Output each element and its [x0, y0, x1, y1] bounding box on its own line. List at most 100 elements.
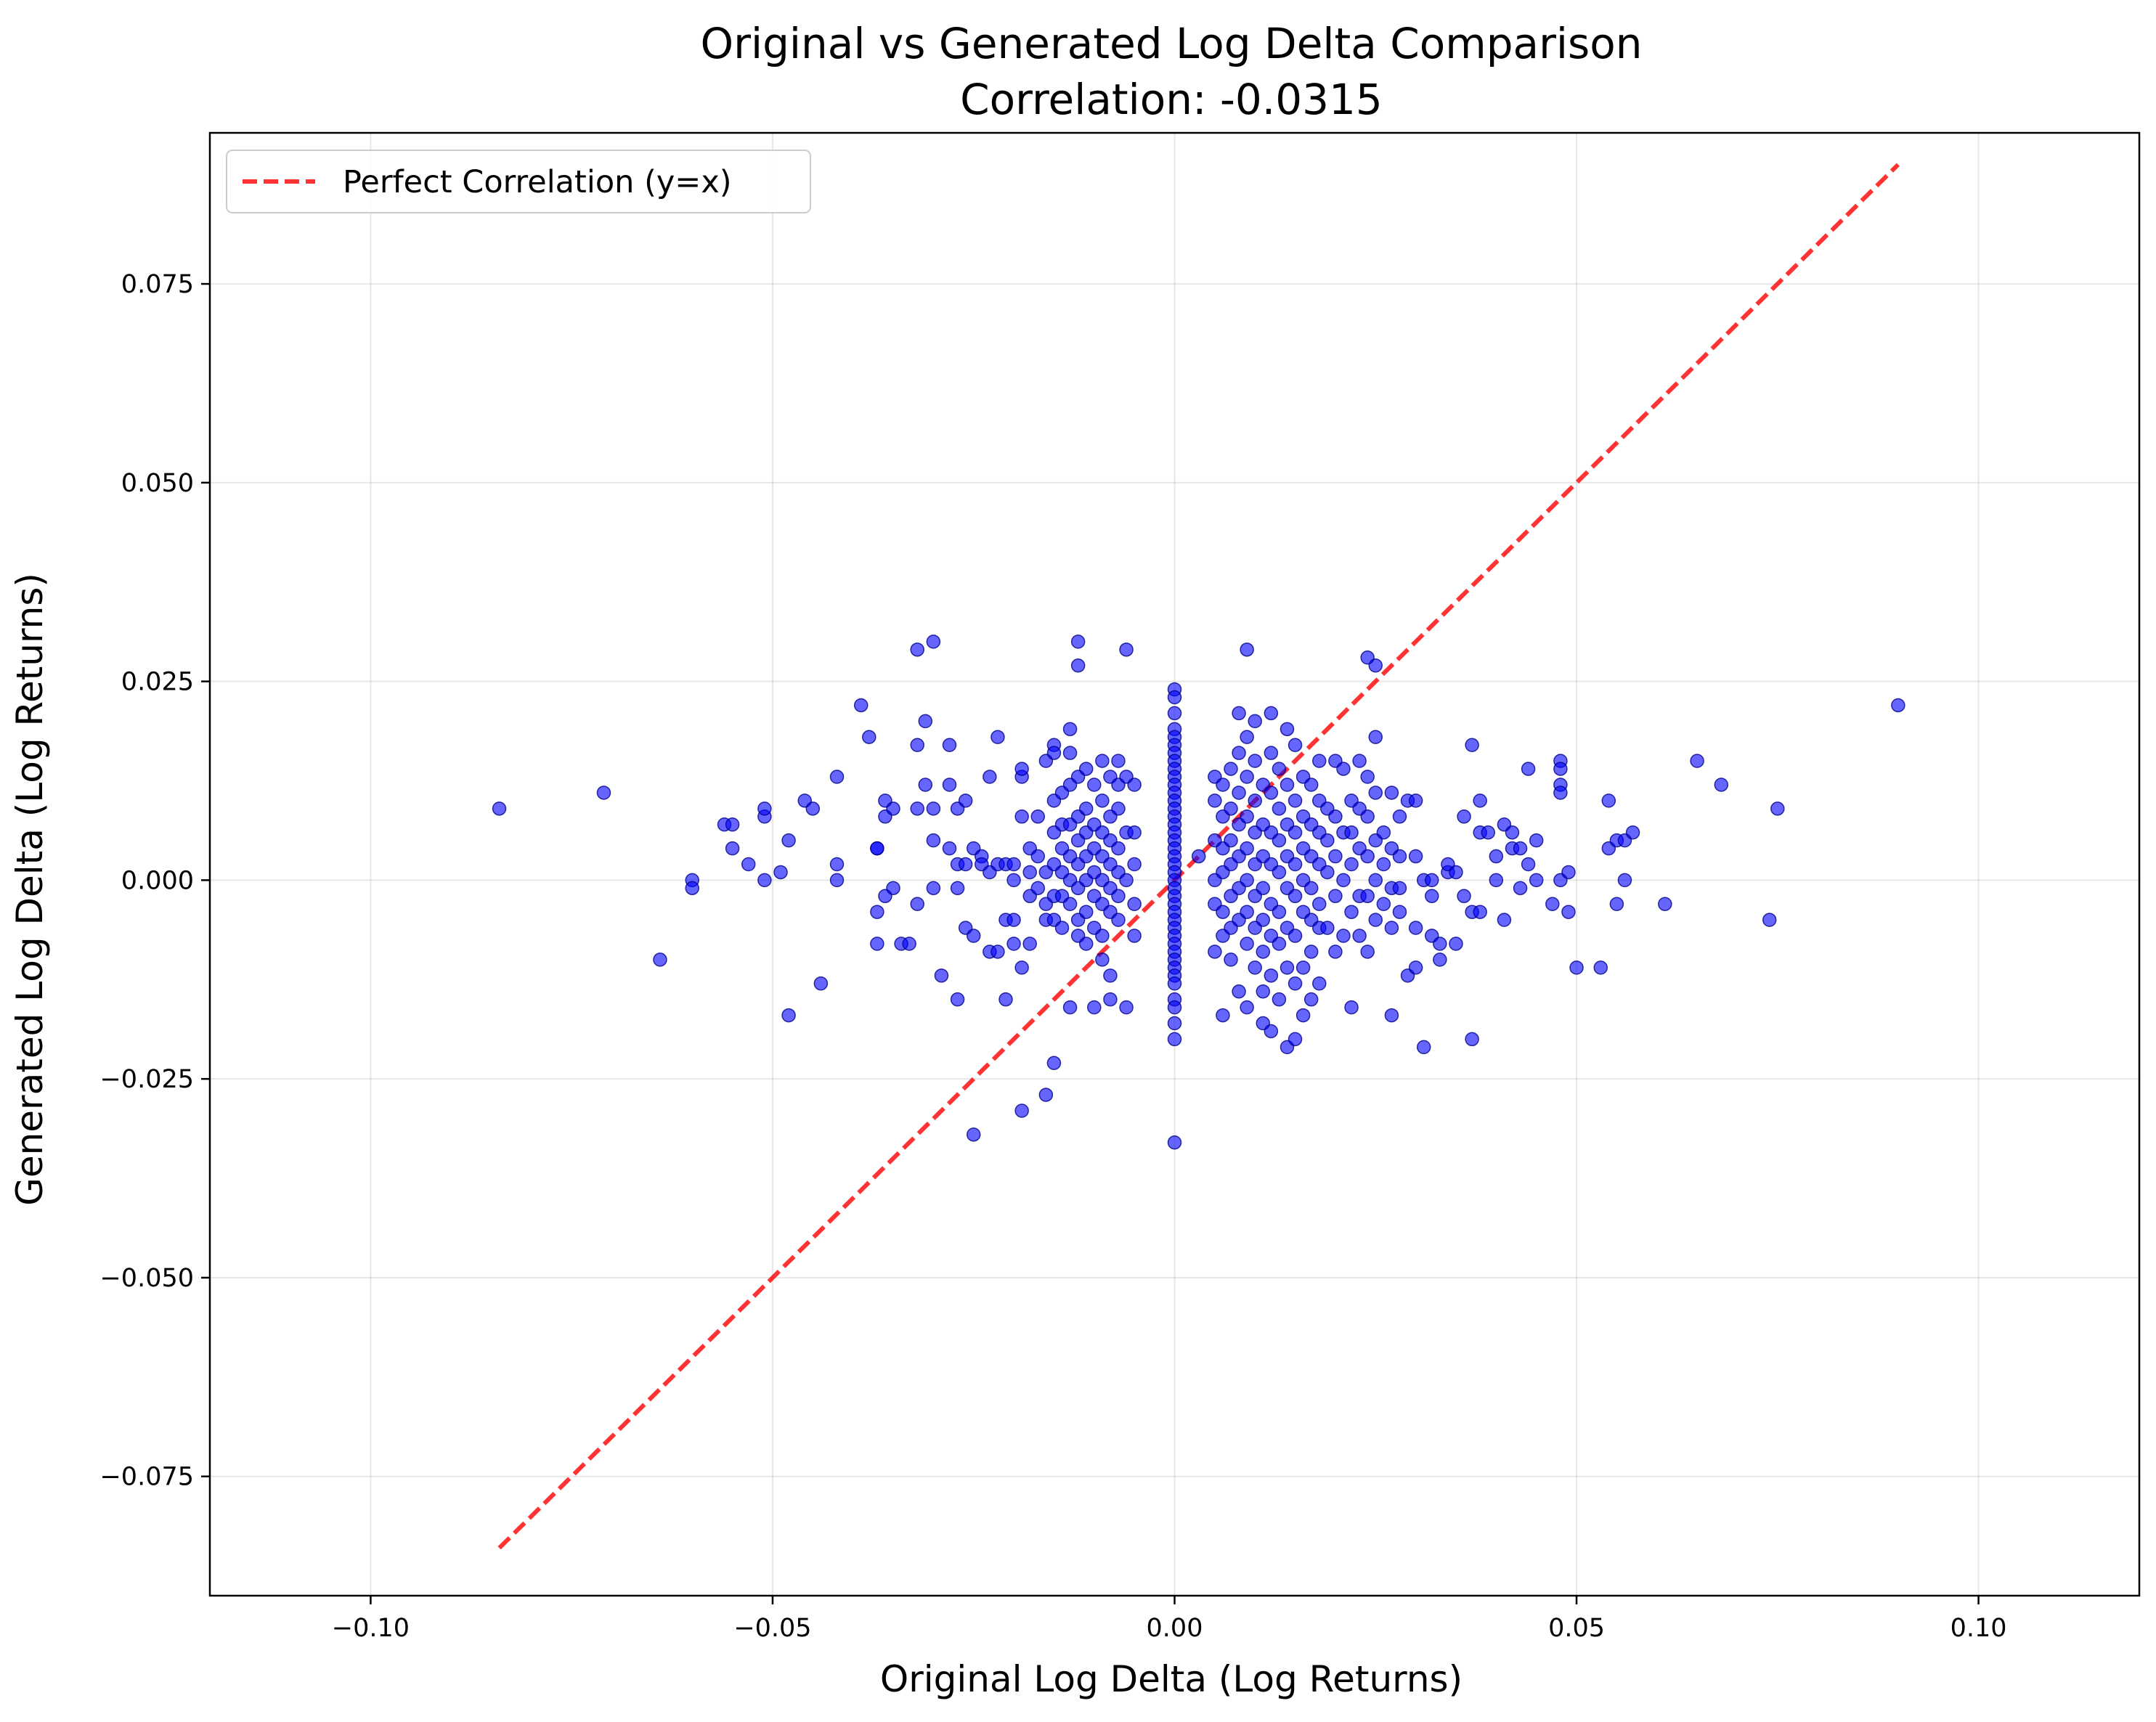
data-point	[1352, 754, 1367, 768]
data-point	[1232, 706, 1246, 721]
data-point	[1360, 944, 1375, 959]
data-point	[1240, 841, 1254, 856]
data-point	[886, 801, 900, 816]
y-tick-label: 0.075	[121, 270, 194, 299]
data-point	[1224, 952, 1238, 967]
data-point	[1006, 913, 1021, 927]
data-point	[1272, 905, 1287, 919]
data-point	[1119, 642, 1134, 657]
data-point	[1256, 984, 1271, 999]
data-point	[1561, 905, 1576, 919]
data-point	[1087, 1000, 1102, 1015]
data-point	[1392, 881, 1407, 896]
data-point	[1119, 873, 1134, 888]
data-point	[1062, 1000, 1078, 1015]
data-point	[1127, 929, 1142, 943]
data-point	[1038, 1088, 1054, 1102]
data-point	[1408, 849, 1423, 864]
data-point	[1360, 809, 1375, 824]
data-point	[805, 801, 821, 816]
data-point	[1368, 785, 1383, 800]
data-point	[1465, 1032, 1479, 1047]
data-point	[1256, 944, 1271, 959]
data-point	[983, 770, 997, 784]
data-point	[1376, 897, 1391, 912]
data-point	[1240, 809, 1254, 824]
data-point	[1030, 849, 1046, 864]
data-point	[1256, 881, 1271, 896]
data-point	[1240, 770, 1254, 784]
data-point	[902, 937, 916, 951]
data-point	[1103, 968, 1118, 983]
data-point	[1473, 793, 1487, 808]
data-point	[1553, 785, 1568, 800]
data-point	[1264, 785, 1279, 800]
y-tick-label: 0.025	[121, 668, 194, 697]
data-point	[1529, 833, 1544, 848]
data-point	[966, 1127, 981, 1142]
data-point	[1280, 722, 1295, 737]
data-point	[1368, 913, 1383, 927]
data-point	[773, 865, 788, 880]
data-point	[1481, 825, 1496, 840]
data-point	[1505, 825, 1520, 840]
data-point	[1240, 873, 1254, 888]
data-point	[1095, 754, 1110, 768]
data-point	[1167, 1016, 1182, 1031]
data-point	[1521, 762, 1536, 776]
data-point	[1368, 730, 1383, 745]
data-point	[1408, 921, 1423, 935]
data-point	[1295, 1008, 1311, 1023]
data-point	[942, 738, 957, 752]
data-point	[1208, 793, 1222, 808]
data-point	[1167, 1000, 1182, 1015]
data-point	[1457, 889, 1471, 904]
data-point	[1240, 730, 1254, 745]
data-point	[1352, 929, 1367, 943]
data-point	[1119, 1000, 1134, 1015]
data-point	[1240, 642, 1254, 657]
data-point	[596, 785, 611, 800]
data-point	[958, 857, 973, 872]
data-point	[1030, 881, 1046, 896]
data-point	[1601, 793, 1616, 808]
data-point	[998, 992, 1013, 1007]
data-point	[1521, 857, 1536, 872]
data-point	[1095, 929, 1110, 943]
y-tick-label: −0.050	[99, 1264, 194, 1293]
data-point	[1240, 937, 1254, 951]
data-point	[1457, 809, 1471, 824]
data-point	[886, 881, 900, 896]
data-point	[1336, 929, 1351, 943]
data-point	[1425, 889, 1439, 904]
data-point	[1288, 1032, 1303, 1047]
data-point	[829, 770, 845, 784]
data-point	[1328, 849, 1343, 864]
y-tick-label: 0.000	[121, 866, 194, 895]
data-point	[1714, 778, 1729, 792]
data-point	[950, 881, 965, 896]
data-point	[1280, 960, 1295, 975]
data-point	[1433, 952, 1447, 967]
data-point	[1232, 984, 1246, 999]
data-point	[1344, 857, 1359, 872]
y-tick-label: −0.075	[99, 1463, 194, 1492]
data-point	[1111, 754, 1126, 768]
data-point	[685, 881, 699, 896]
data-point	[1167, 1135, 1182, 1150]
data-point	[1095, 952, 1110, 967]
data-point	[1224, 762, 1238, 776]
data-point	[1272, 865, 1287, 880]
data-points	[492, 634, 1905, 1150]
data-point	[1303, 992, 1319, 1007]
data-point	[918, 714, 933, 729]
y-tick-label: 0.050	[121, 469, 194, 498]
data-point	[1006, 873, 1021, 888]
data-point	[966, 929, 981, 943]
data-point	[1593, 960, 1608, 975]
data-point	[1030, 809, 1046, 824]
data-point	[926, 833, 941, 848]
data-point	[1295, 960, 1311, 975]
data-point	[1078, 905, 1094, 919]
